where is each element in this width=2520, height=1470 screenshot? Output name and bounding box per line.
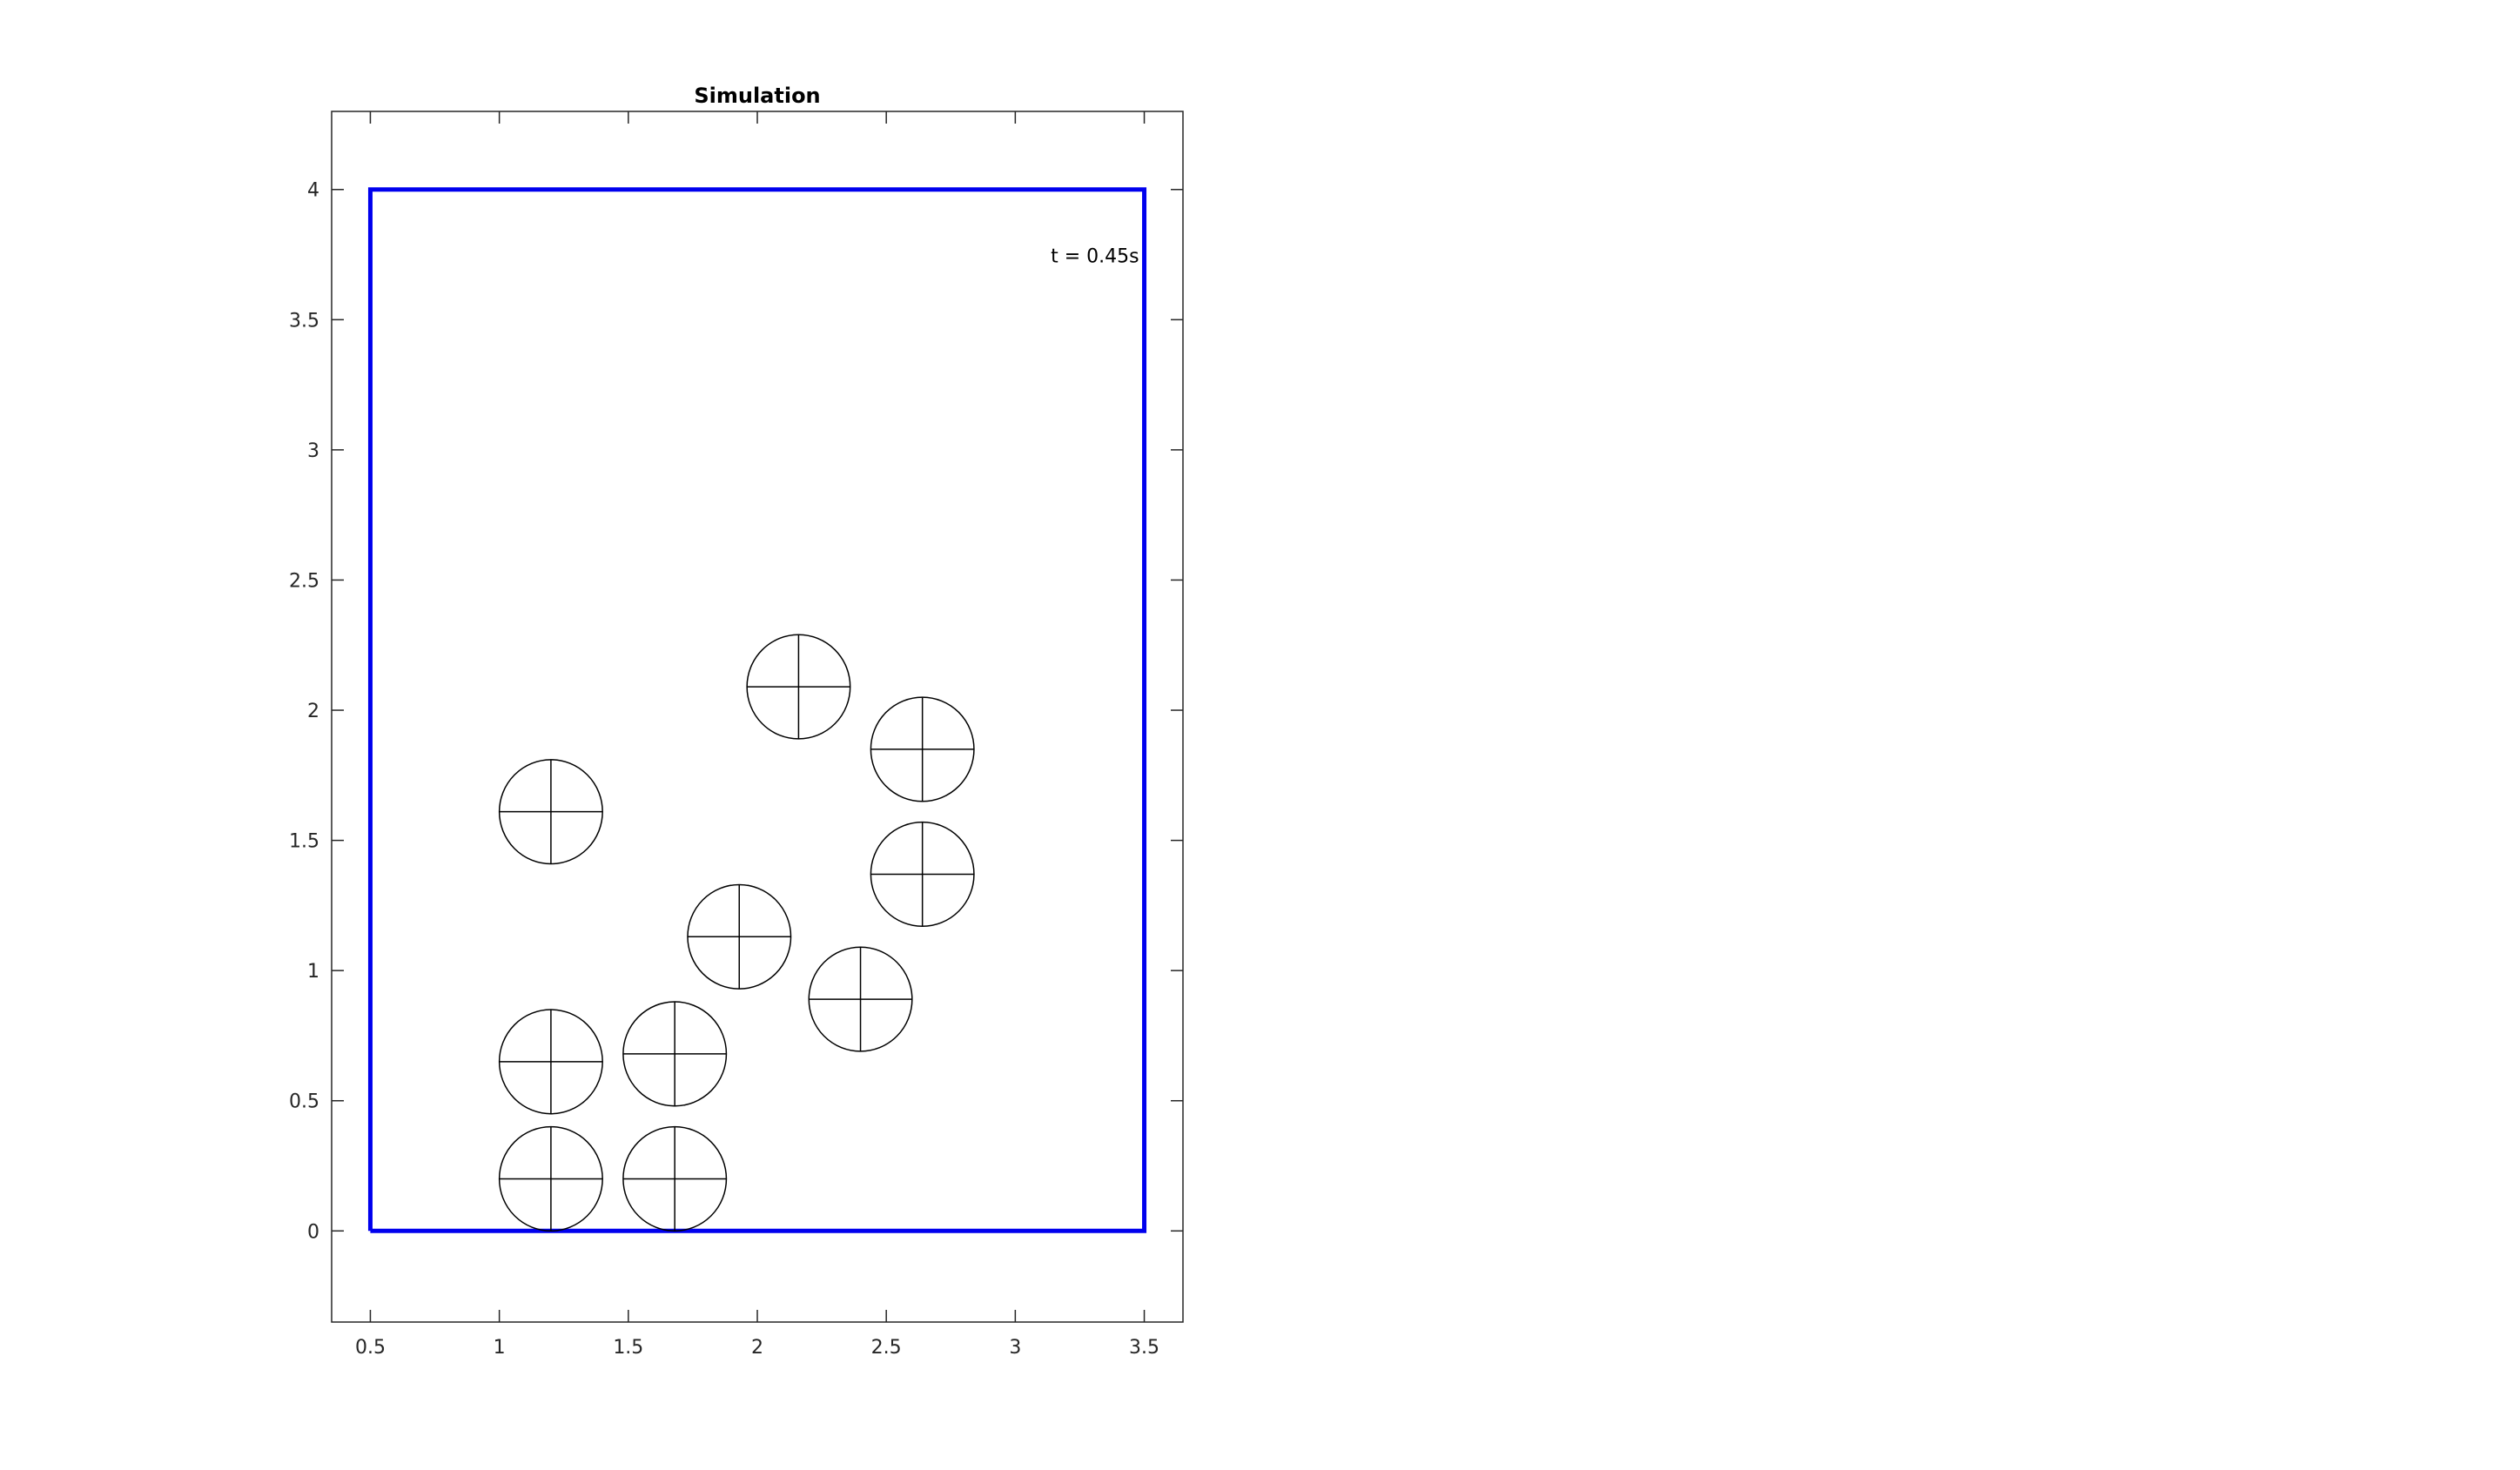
y-tick-label: 3.5 xyxy=(289,310,319,332)
container-boundary xyxy=(367,187,1147,1233)
particle xyxy=(870,696,975,802)
tick-labels: 0.5 1 1.5 2 2.5 3 3.5 0 0.5 1 1.5 2 2.5 3 3.5 4 xyxy=(289,180,1159,1359)
x-tick-label: 1 xyxy=(494,1337,506,1359)
particles xyxy=(498,634,975,1232)
x-tick-label: 1.5 xyxy=(613,1337,643,1359)
y-tick-label: 0 xyxy=(307,1221,319,1243)
y-tick-label: 0.5 xyxy=(289,1091,319,1113)
particle xyxy=(622,1125,728,1232)
particle xyxy=(498,759,603,865)
x-tick-label: 3 xyxy=(1009,1337,1021,1359)
axes-box xyxy=(331,111,1184,1323)
particle xyxy=(808,946,913,1052)
particle xyxy=(498,1009,603,1115)
particle xyxy=(746,634,851,740)
y-tick-label: 3 xyxy=(307,440,319,462)
y-tick-label: 1 xyxy=(307,961,319,983)
y-tick-label: 1.5 xyxy=(289,831,319,853)
y-tick-label: 2.5 xyxy=(289,570,319,592)
particle xyxy=(870,821,975,928)
particle xyxy=(498,1125,603,1232)
x-tick-label: 3.5 xyxy=(1129,1337,1159,1359)
x-tick-label: 0.5 xyxy=(355,1337,386,1359)
x-tick-label: 2 xyxy=(751,1337,763,1359)
particle xyxy=(622,1001,728,1107)
chart-title: Simulation xyxy=(694,84,820,108)
time-annotation: t = 0.45s xyxy=(1051,246,1139,268)
y-tick-label: 4 xyxy=(307,180,319,202)
y-tick-label: 2 xyxy=(307,701,319,722)
ticks xyxy=(332,111,1183,1322)
x-tick-label: 2.5 xyxy=(871,1337,902,1359)
particle xyxy=(687,883,792,990)
